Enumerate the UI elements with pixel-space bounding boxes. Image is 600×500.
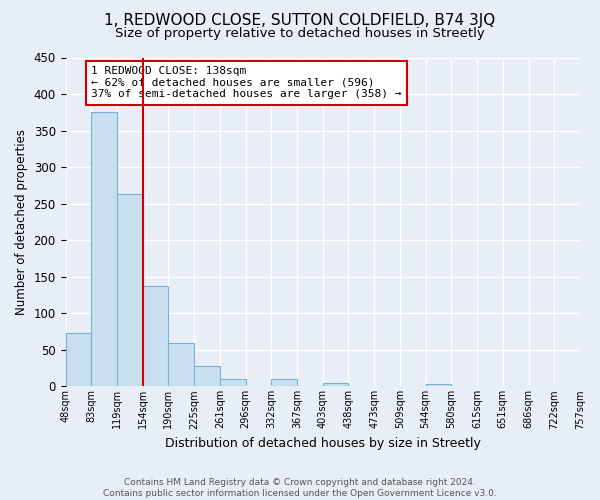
Bar: [65, 333, 91, 386]
Y-axis label: Number of detached properties: Number of detached properties: [15, 129, 28, 315]
Bar: [143, 286, 169, 386]
Bar: [169, 342, 194, 386]
Text: 1 REDWOOD CLOSE: 138sqm
← 62% of detached houses are smaller (596)
37% of semi-d: 1 REDWOOD CLOSE: 138sqm ← 62% of detache…: [91, 66, 402, 100]
Bar: [91, 112, 117, 386]
Text: 1, REDWOOD CLOSE, SUTTON COLDFIELD, B74 3JQ: 1, REDWOOD CLOSE, SUTTON COLDFIELD, B74 …: [104, 12, 496, 28]
Bar: [425, 384, 451, 386]
Text: Size of property relative to detached houses in Streetly: Size of property relative to detached ho…: [115, 28, 485, 40]
X-axis label: Distribution of detached houses by size in Streetly: Distribution of detached houses by size …: [165, 437, 481, 450]
Bar: [323, 382, 349, 386]
Bar: [220, 379, 245, 386]
Text: Contains HM Land Registry data © Crown copyright and database right 2024.
Contai: Contains HM Land Registry data © Crown c…: [103, 478, 497, 498]
Bar: [117, 194, 143, 386]
Bar: [194, 366, 220, 386]
Bar: [271, 379, 297, 386]
